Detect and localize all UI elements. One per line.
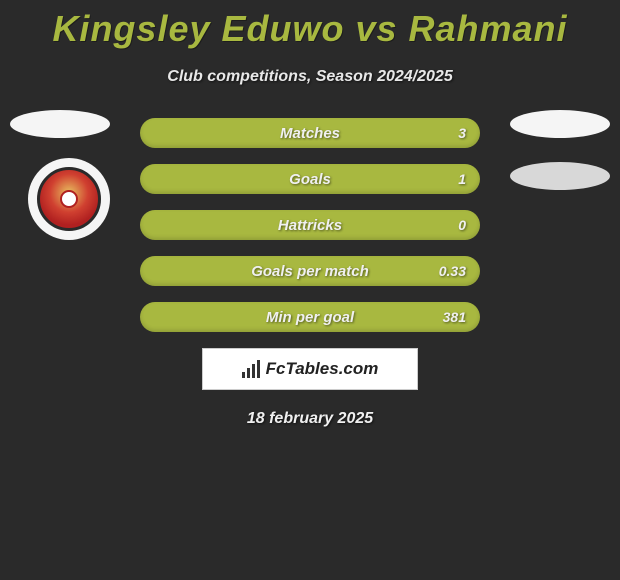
stat-label: Min per goal [266, 309, 354, 326]
stat-rows: Matches 3 Goals 1 Hattricks 0 Goals per … [140, 118, 480, 332]
stat-value: 3 [458, 125, 466, 141]
bars-icon [242, 360, 260, 378]
stat-row-matches: Matches 3 [140, 118, 480, 148]
stat-value: 0 [458, 217, 466, 233]
player-placeholder-right-1 [510, 110, 610, 138]
page-title: Kingsley Eduwo vs Rahmani [0, 0, 620, 50]
stat-value: 0.33 [439, 263, 466, 279]
brand-badge[interactable]: FcTables.com [202, 348, 418, 390]
stat-label: Hattricks [278, 217, 342, 234]
page-subtitle: Club competitions, Season 2024/2025 [0, 68, 620, 86]
stat-row-min-per-goal: Min per goal 381 [140, 302, 480, 332]
player-placeholder-left [10, 110, 110, 138]
club-badge-left [28, 158, 110, 240]
club-badge-icon [37, 167, 101, 231]
stat-row-goals: Goals 1 [140, 164, 480, 194]
stat-value: 381 [443, 309, 466, 325]
player-placeholder-right-2 [510, 162, 610, 190]
club-badge-dot [60, 190, 78, 208]
comparison-container: Matches 3 Goals 1 Hattricks 0 Goals per … [0, 118, 620, 428]
stat-label: Goals per match [251, 263, 369, 280]
brand-text: FcTables.com [266, 359, 379, 379]
stat-label: Goals [289, 171, 331, 188]
stat-row-hattricks: Hattricks 0 [140, 210, 480, 240]
stat-row-goals-per-match: Goals per match 0.33 [140, 256, 480, 286]
date-text: 18 february 2025 [0, 410, 620, 428]
stat-label: Matches [280, 125, 340, 142]
stat-value: 1 [458, 171, 466, 187]
